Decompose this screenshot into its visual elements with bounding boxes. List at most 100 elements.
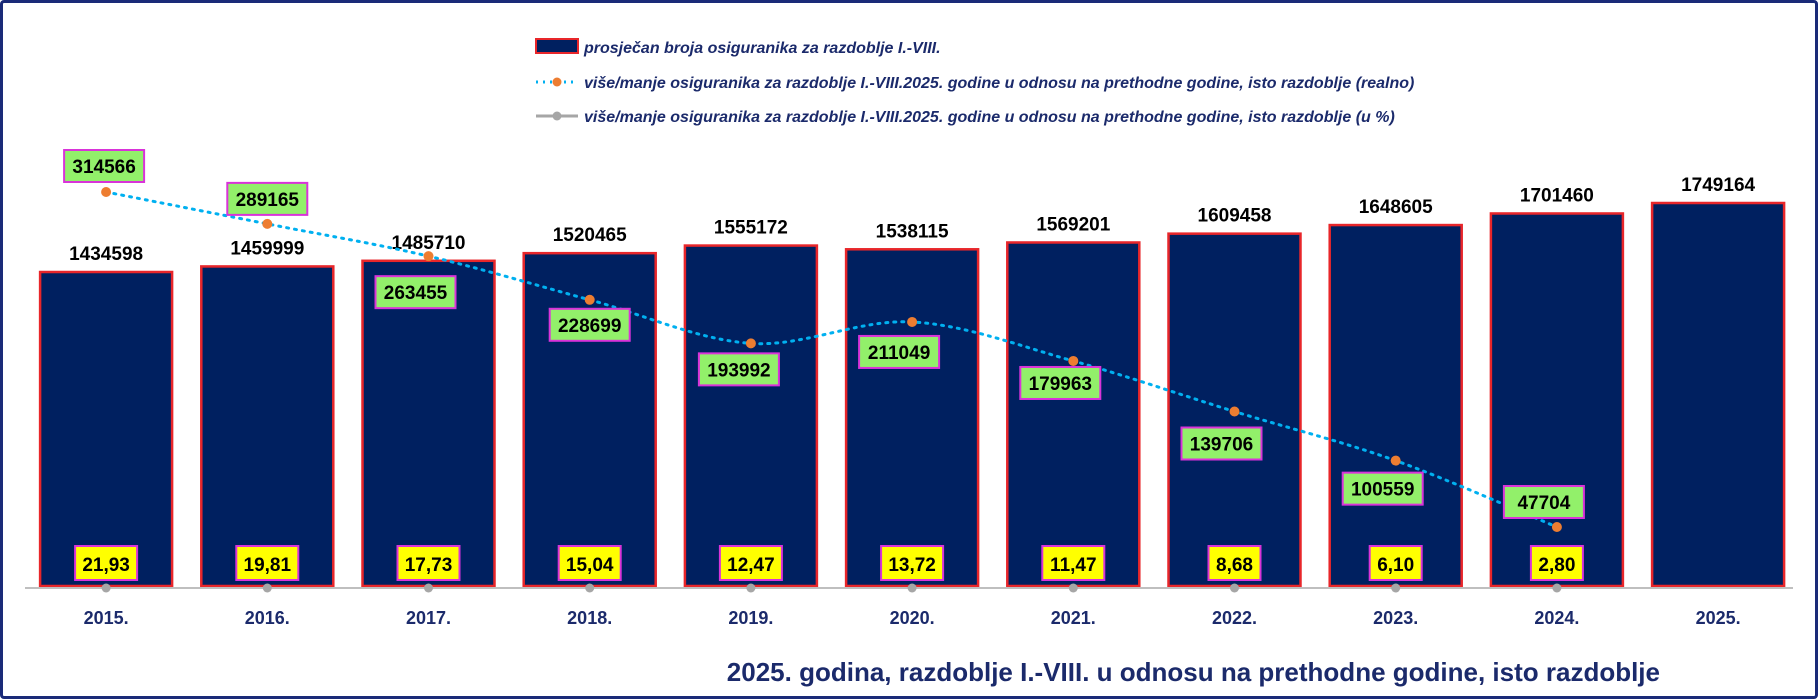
legend-label-pct: više/manje osiguranika za razdoblje I.-V… (584, 109, 1395, 126)
bar-value-label-9: 1701460 (1520, 185, 1594, 206)
line-marker-3 (584, 294, 595, 305)
line-label-box-1 (226, 181, 309, 216)
bar-0 (38, 270, 174, 588)
line-label-6: 179963 (1029, 374, 1092, 395)
pct-label-box-9 (1529, 545, 1584, 581)
bar-value-label-1: 1459999 (230, 238, 304, 259)
pct-marker-8 (1391, 583, 1401, 593)
pct-marker-4 (746, 583, 756, 593)
difference-line-series: 314566 289165 263455 228699 193992 211049 1799… (63, 149, 1585, 532)
pct-label-9: 2,80 (1538, 555, 1575, 576)
pct-label-0: 21,93 (82, 555, 130, 576)
legend: prosječan broja osiguranika za razdoblje… (535, 38, 1414, 126)
pct-label-box-6 (1041, 545, 1106, 581)
line-label-1: 289165 (236, 190, 300, 211)
x-tick-label-3: 2018. (567, 608, 612, 628)
x-tick-label-0: 2015. (84, 608, 129, 628)
line-label-5: 211049 (868, 343, 930, 364)
pct-label-box-4 (718, 545, 783, 581)
pct-label-5: 13,72 (888, 555, 936, 576)
x-axis: 2015. 2016. 2017. 2018. 2019. 2020. 2021. 2022.… (25, 587, 1793, 628)
legend-label-bars: prosječan broja osiguranika za razdoblje… (583, 40, 941, 57)
bar-6 (1006, 241, 1141, 588)
bar-value-label-10: 1749164 (1681, 175, 1755, 196)
line-marker-1 (262, 218, 273, 229)
line-label-4: 193992 (707, 360, 770, 381)
bar-value-label-3: 1520465 (553, 225, 627, 246)
bar-value-label-5: 1538115 (876, 221, 949, 242)
pct-label-box-0 (74, 545, 139, 581)
legend-marker-line (552, 77, 562, 87)
x-tick-label-4: 2019. (728, 608, 773, 628)
bar-value-label-6: 1569201 (1036, 214, 1110, 235)
pct-marker-3 (585, 583, 595, 593)
line-marker-9 (1551, 522, 1562, 532)
bar-5 (844, 248, 980, 588)
line-label-box-8 (1341, 471, 1424, 506)
bar-2 (361, 259, 496, 588)
bar-4 (683, 244, 819, 588)
pct-label-2: 17,73 (405, 555, 453, 576)
line-label-box-9 (1502, 485, 1585, 519)
pct-marker-6 (1068, 583, 1078, 593)
x-tick-label-9: 2024. (1534, 608, 1579, 628)
x-tick-label-2: 2017. (406, 608, 451, 628)
pct-label-box-5 (880, 545, 945, 581)
x-tick-label-10: 2025. (1696, 608, 1741, 628)
legend-label-line: više/manje osiguranika za razdoblje I.-V… (584, 75, 1414, 92)
pct-label-box-3 (557, 545, 622, 581)
pct-marker-9 (1552, 583, 1562, 593)
pct-label-8: 6,10 (1377, 555, 1414, 576)
bar-8 (1328, 223, 1463, 588)
chart-subtitle: 2025. godina, razdoblje I.-VIII. u odnos… (727, 657, 1660, 687)
line-label-3: 228699 (558, 316, 621, 337)
line-label-0: 314566 (72, 157, 135, 178)
x-tick-label-7: 2022. (1212, 608, 1257, 628)
legend-swatch-bars (535, 38, 579, 54)
bar-value-label-7: 1609458 (1198, 206, 1272, 227)
x-tick-label-1: 2016. (245, 608, 290, 628)
line-label-9: 47704 (1517, 493, 1570, 514)
line-marker-5 (907, 316, 918, 327)
line-label-box-3 (548, 307, 631, 342)
pct-marker-0 (101, 583, 111, 593)
pct-label-box-1 (235, 545, 300, 581)
line-label-box-6 (1019, 365, 1102, 400)
line-marker-7 (1229, 406, 1240, 417)
bar-value-label-4: 1555172 (714, 218, 788, 239)
pct-label-box-7 (1207, 545, 1262, 581)
line-label-box-5 (858, 334, 941, 369)
pct-marker-5 (907, 583, 917, 593)
line-label-box-7 (1180, 426, 1263, 461)
pct-label-6: 11,47 (1050, 555, 1097, 576)
pct-marker-7 (1230, 583, 1239, 593)
bar-value-label-2: 1485710 (392, 233, 466, 254)
pct-label-3: 15,04 (566, 555, 614, 576)
pct-label-box-8 (1368, 545, 1423, 581)
bar-1 (200, 265, 335, 588)
pct-label-4: 12,47 (727, 555, 775, 576)
line-label-box-2 (374, 275, 457, 310)
line-label-box-4 (697, 352, 780, 387)
pct-marker-2 (424, 583, 433, 593)
line-marker-0 (101, 187, 112, 197)
line-marker-2 (423, 251, 434, 262)
pct-marker-1 (262, 583, 272, 593)
line-label-2: 263455 (384, 283, 448, 304)
x-tick-label-5: 2020. (890, 608, 935, 628)
legend-marker-pct (552, 111, 562, 121)
bar-value-label-0: 1434598 (69, 244, 143, 265)
line-marker-6 (1068, 355, 1079, 366)
bar-10 (1650, 201, 1786, 588)
difference-line (104, 190, 1559, 529)
x-tick-label-8: 2023. (1373, 608, 1418, 628)
line-label-7: 139706 (1190, 435, 1253, 456)
pct-label-7: 8,68 (1216, 555, 1253, 576)
line-label-box-0 (63, 149, 146, 183)
bar-series: 1434598 1459999 1485710 1520465 1555172 15381… (38, 175, 1786, 588)
x-tick-label-6: 2021. (1051, 608, 1096, 628)
pct-label-1: 19,81 (244, 555, 292, 576)
percent-series: 21,93 19,81 17,73 15,04 12,47 13,72 11,47 8,68 6… (74, 545, 1584, 593)
line-marker-4 (745, 338, 756, 349)
